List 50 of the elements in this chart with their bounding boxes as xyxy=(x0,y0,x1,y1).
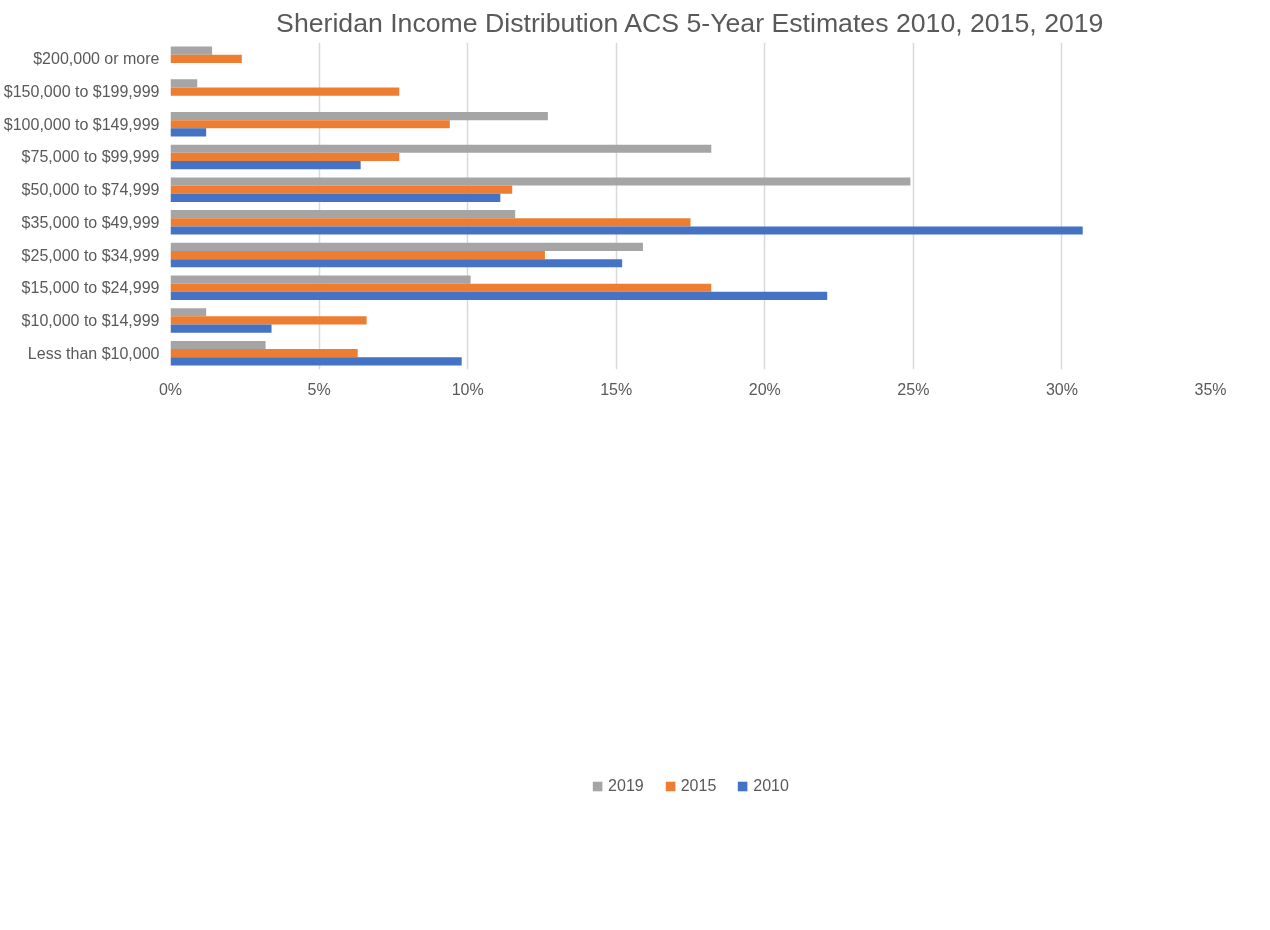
y-tick-label: Less than $10,000 xyxy=(27,344,160,362)
bar xyxy=(170,185,513,194)
x-tick-label: 15% xyxy=(600,380,633,398)
bar xyxy=(170,259,623,268)
bar xyxy=(170,79,198,88)
bar xyxy=(170,316,367,325)
x-tick-label: 25% xyxy=(897,380,930,398)
bar xyxy=(170,226,1083,235)
chart-title: Sheridan Income Distribution ACS 5-Year Estimates 2010, 2015, 2019 xyxy=(276,7,1104,38)
bar xyxy=(170,357,462,366)
x-tick-label: 30% xyxy=(1045,380,1078,398)
bar xyxy=(170,120,450,129)
bar xyxy=(170,128,207,137)
bar xyxy=(170,144,712,153)
bar xyxy=(170,324,272,333)
bar xyxy=(170,250,545,260)
y-tick-label: $100,000 to $149,999 xyxy=(3,115,160,133)
y-tick-label: $75,000 to $99,999 xyxy=(21,148,160,166)
bar xyxy=(170,46,213,55)
y-tick-label: $15,000 to $24,999 xyxy=(21,279,160,297)
x-tick-label: 35% xyxy=(1194,380,1227,398)
legend-label: 2015 xyxy=(680,776,717,795)
bar xyxy=(170,275,471,284)
bar xyxy=(170,161,361,170)
bar xyxy=(170,308,207,317)
legend-label: 2010 xyxy=(753,776,789,795)
bar xyxy=(170,210,516,219)
x-tick-label: 10% xyxy=(451,380,484,398)
y-tick-label: $25,000 to $34,999 xyxy=(21,246,160,264)
x-tick-label: 0% xyxy=(158,380,183,398)
bar xyxy=(170,87,400,96)
bar xyxy=(170,242,643,251)
y-tick-label: $50,000 to $74,999 xyxy=(21,181,160,199)
x-tick-label: 20% xyxy=(748,380,781,398)
bar xyxy=(170,111,548,121)
bar xyxy=(170,54,242,63)
bar xyxy=(170,193,501,202)
bar xyxy=(170,177,911,186)
legend-label: 2019 xyxy=(608,776,644,795)
bar xyxy=(170,218,691,227)
bar xyxy=(170,283,712,292)
bar xyxy=(170,152,400,162)
bar xyxy=(170,349,358,358)
y-tick-label: $10,000 to $14,999 xyxy=(21,311,160,329)
y-tick-label: $150,000 to $199,999 xyxy=(3,83,160,101)
x-tick-label: 5% xyxy=(307,380,331,398)
y-tick-label: $35,000 to $49,999 xyxy=(21,213,160,231)
bar xyxy=(170,340,266,350)
bar xyxy=(170,291,828,301)
y-tick-label: $200,000 or more xyxy=(33,50,160,68)
